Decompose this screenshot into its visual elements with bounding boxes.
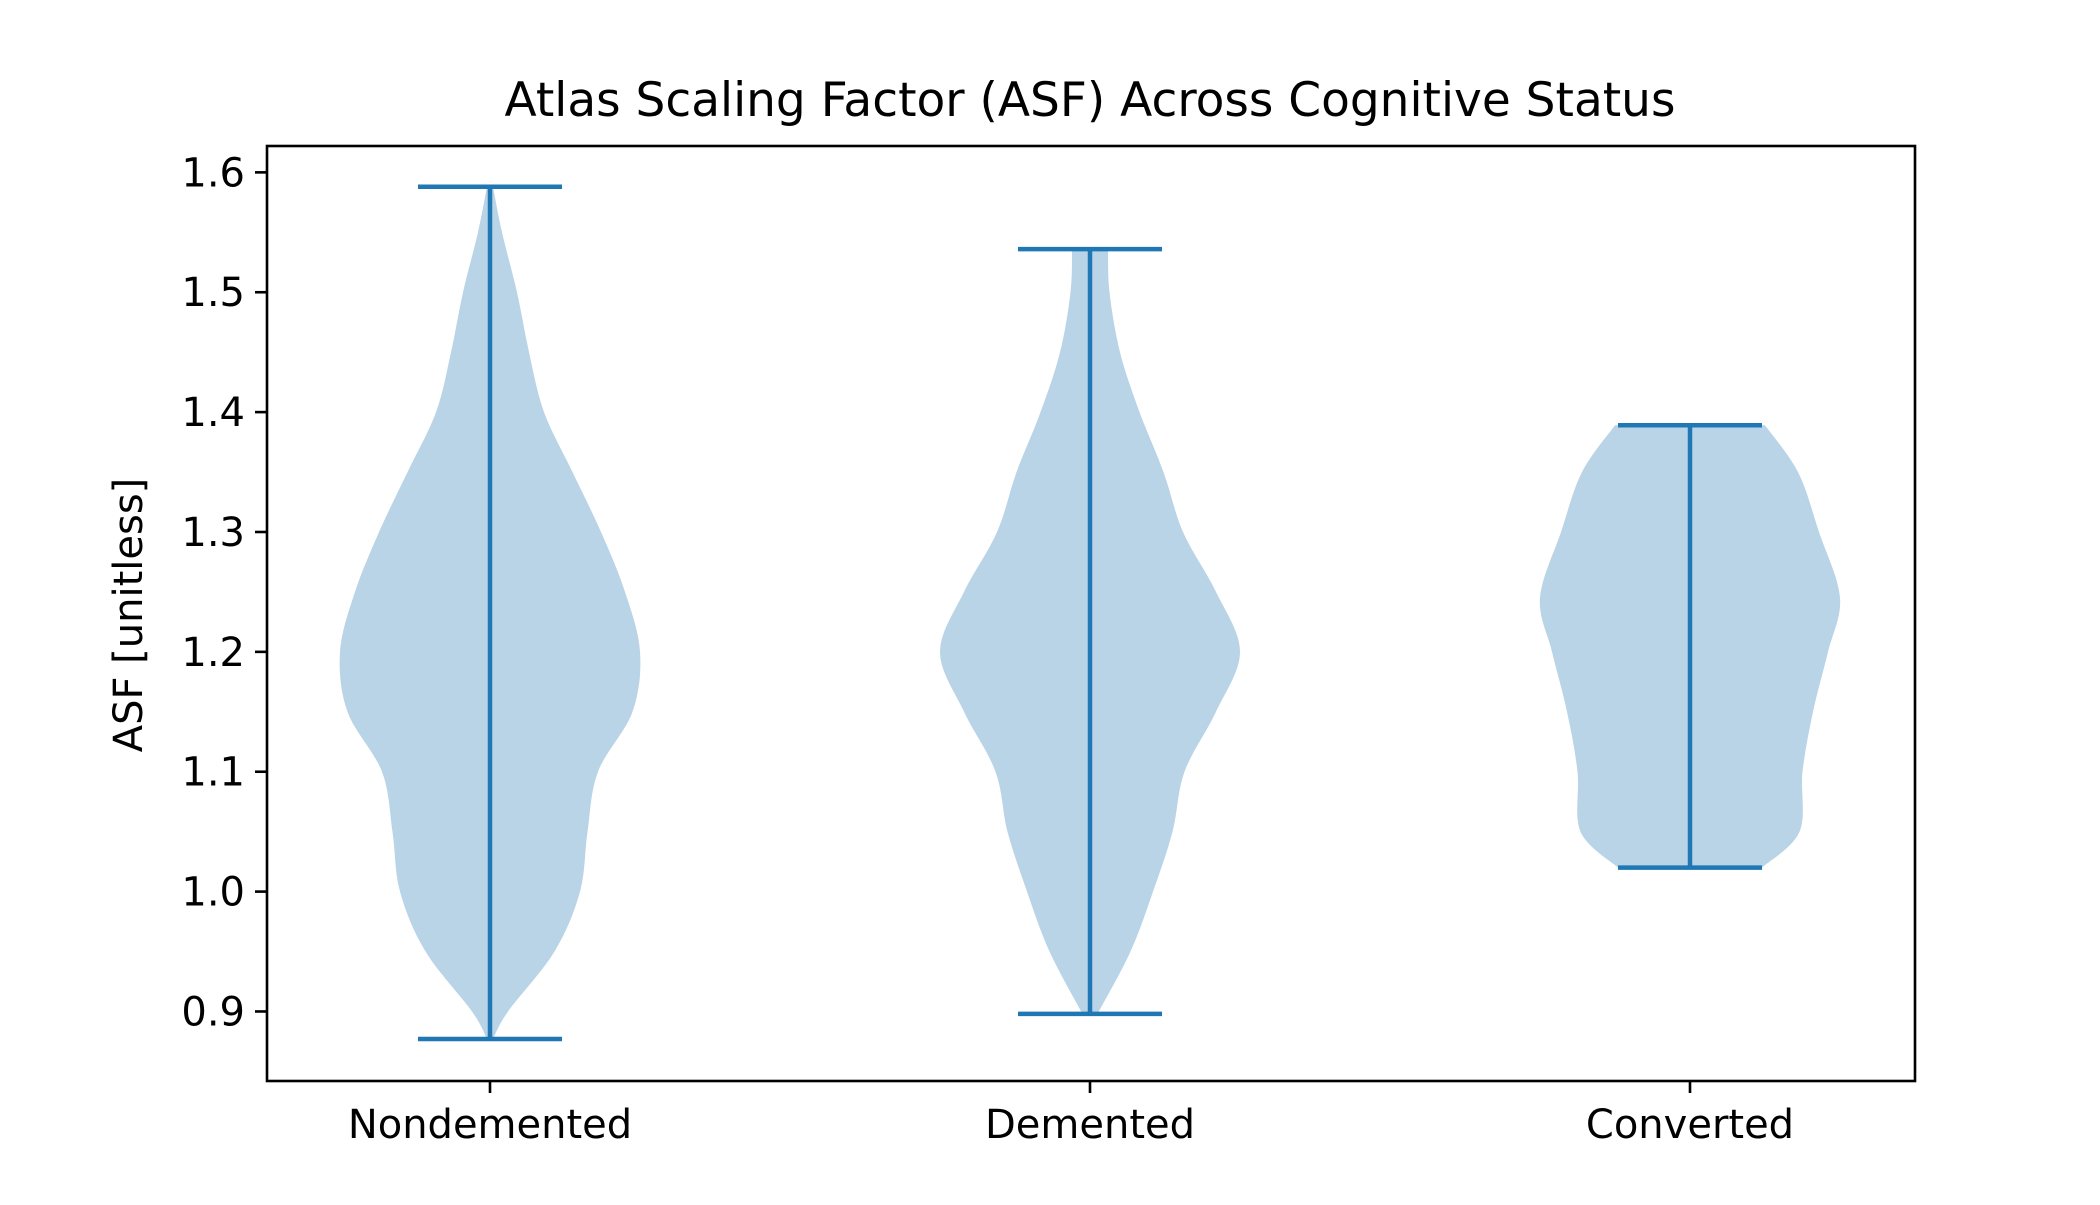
chart-title: Atlas Scaling Factor (ASF) Across Cognit… — [505, 73, 1676, 128]
y-tick-label: 1.5 — [181, 270, 245, 316]
y-axis: 0.9 1.0 1.1 1.2 1.3 1.4 1.5 1.6 — [181, 150, 267, 1035]
y-tick-label: 1.4 — [181, 390, 245, 436]
x-tick-label-nondemented: Nondemented — [348, 1102, 632, 1148]
y-tick-label: 1.3 — [181, 510, 245, 556]
x-tick-label-converted: Converted — [1586, 1102, 1794, 1148]
x-tick-label-demented: Demented — [985, 1102, 1195, 1148]
axes-frame — [265, 144, 1917, 1083]
y-axis-label: ASF [unitless] — [106, 478, 152, 753]
y-tick-label: 1.6 — [181, 150, 245, 196]
plot-area — [339, 184, 1841, 1042]
y-tick-label: 0.9 — [181, 989, 245, 1035]
y-tick-label: 1.0 — [181, 870, 245, 916]
x-axis: Nondemented Demented Converted — [348, 1081, 1794, 1148]
y-tick-label: 1.2 — [181, 630, 245, 676]
y-tick-label: 1.1 — [181, 750, 245, 796]
